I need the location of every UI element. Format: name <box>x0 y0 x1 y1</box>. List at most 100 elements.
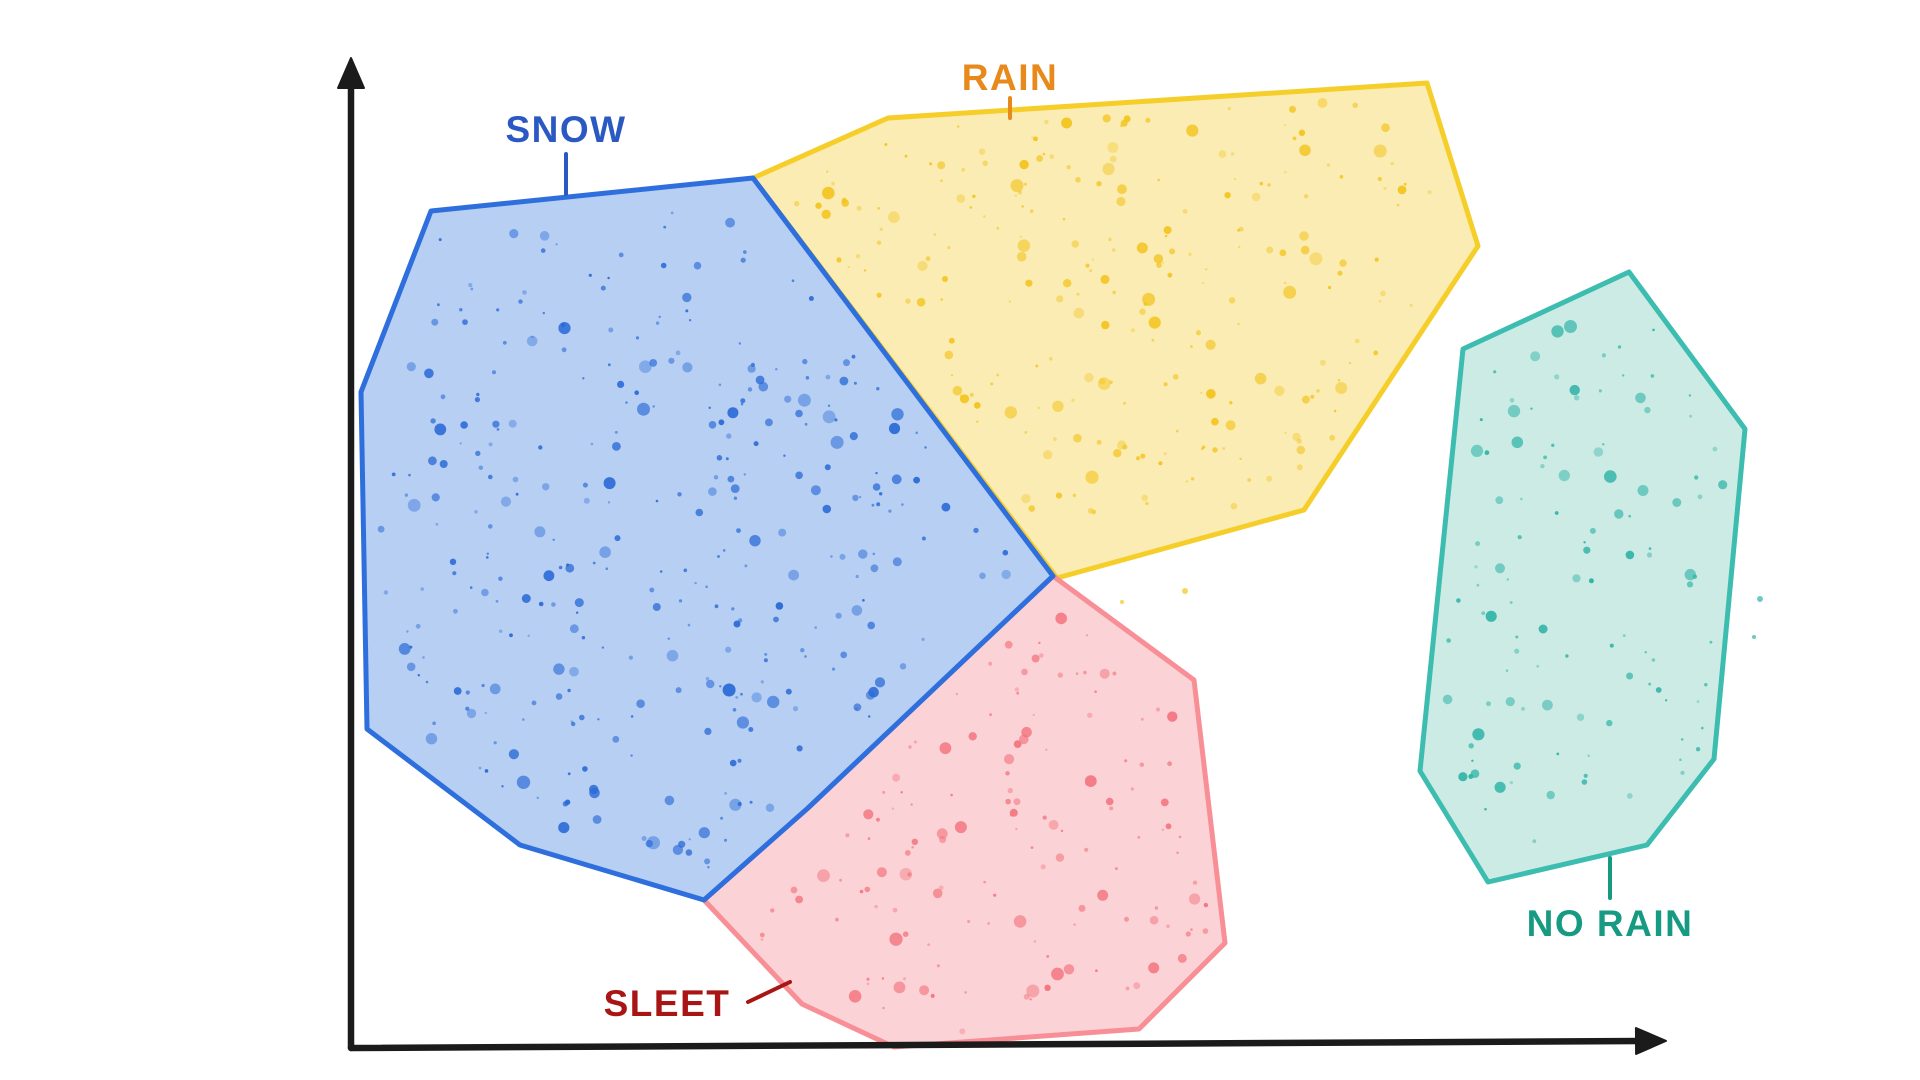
data-point <box>1348 361 1352 365</box>
data-point <box>1493 370 1497 374</box>
data-point <box>865 690 875 700</box>
data-point <box>508 419 517 428</box>
data-point <box>452 571 457 576</box>
data-point <box>925 256 931 262</box>
data-point <box>1378 300 1382 303</box>
data-point <box>1049 154 1055 160</box>
data-point <box>630 715 634 718</box>
data-point <box>1021 493 1031 504</box>
data-point <box>892 557 902 567</box>
data-point <box>1606 719 1613 727</box>
data-point <box>1520 497 1523 501</box>
data-point <box>607 501 611 504</box>
data-point <box>1112 290 1116 295</box>
data-point <box>1099 378 1106 385</box>
data-point <box>859 889 864 894</box>
data-point <box>1045 748 1048 751</box>
data-point <box>407 498 421 512</box>
data-point <box>1536 664 1540 668</box>
data-point <box>866 977 870 981</box>
data-point <box>1695 747 1701 752</box>
data-point <box>911 846 914 849</box>
data-point <box>947 246 951 250</box>
data-point <box>1530 407 1533 410</box>
data-point <box>1530 351 1541 362</box>
data-point <box>824 464 831 471</box>
data-point <box>1113 449 1122 458</box>
data-point <box>1650 374 1655 378</box>
data-point <box>1043 450 1053 460</box>
data-point <box>704 727 712 736</box>
data-point <box>655 321 660 325</box>
data-point <box>675 350 681 356</box>
data-point <box>1509 601 1513 604</box>
data-point <box>543 570 555 582</box>
data-point <box>1044 984 1051 991</box>
data-point <box>1114 867 1118 871</box>
data-point <box>558 822 570 834</box>
data-point <box>1583 546 1591 554</box>
data-point <box>1117 184 1127 195</box>
data-point <box>1016 251 1027 262</box>
data-point <box>718 383 722 387</box>
data-point <box>1175 429 1179 433</box>
data-point <box>1644 406 1651 414</box>
data-point <box>1071 240 1080 248</box>
data-point <box>1013 915 1027 928</box>
data-point <box>913 740 917 744</box>
data-point <box>425 733 438 745</box>
data-point <box>916 297 926 307</box>
data-point <box>605 567 609 570</box>
data-point <box>855 254 861 259</box>
data-point <box>1299 231 1309 241</box>
data-point <box>1038 641 1041 645</box>
data-point <box>1055 853 1065 862</box>
data-point <box>639 360 652 374</box>
data-point <box>415 623 421 629</box>
data-point <box>743 250 747 254</box>
data-point <box>893 981 906 994</box>
data-point <box>1635 392 1646 404</box>
data-point <box>641 836 647 841</box>
data-point <box>1186 124 1199 137</box>
data-point <box>760 938 764 941</box>
data-point <box>1133 982 1141 990</box>
data-point <box>795 895 803 904</box>
data-point <box>492 420 500 428</box>
data-point <box>496 308 500 312</box>
data-point <box>1581 779 1588 785</box>
data-point <box>1697 494 1703 500</box>
data-point <box>1085 634 1089 637</box>
data-point <box>1182 209 1188 214</box>
data-point <box>870 564 879 573</box>
data-point <box>614 430 618 434</box>
data-point <box>1696 700 1700 703</box>
data-point <box>839 553 846 560</box>
data-point <box>682 292 692 303</box>
data-point <box>406 630 409 633</box>
data-point <box>851 354 856 359</box>
data-point <box>1117 440 1127 450</box>
data-point <box>907 872 912 877</box>
data-point <box>775 602 784 610</box>
data-point <box>475 450 481 457</box>
data-point <box>1196 330 1201 336</box>
data-point <box>1284 281 1287 285</box>
data-point <box>1543 455 1547 460</box>
data-point <box>1652 328 1655 332</box>
cluster-dots-sleet <box>759 612 1209 1035</box>
data-point <box>1004 406 1017 419</box>
data-point <box>431 493 440 502</box>
data-point <box>904 850 911 856</box>
data-point <box>428 456 437 466</box>
data-point <box>1546 790 1555 800</box>
data-point <box>956 194 966 203</box>
data-point <box>495 599 499 603</box>
data-point <box>1130 328 1135 333</box>
data-point <box>1149 915 1159 925</box>
data-point <box>1084 847 1089 852</box>
data-point <box>1274 385 1285 396</box>
data-point <box>551 602 556 607</box>
data-point <box>725 646 732 653</box>
data-point <box>1112 671 1117 676</box>
